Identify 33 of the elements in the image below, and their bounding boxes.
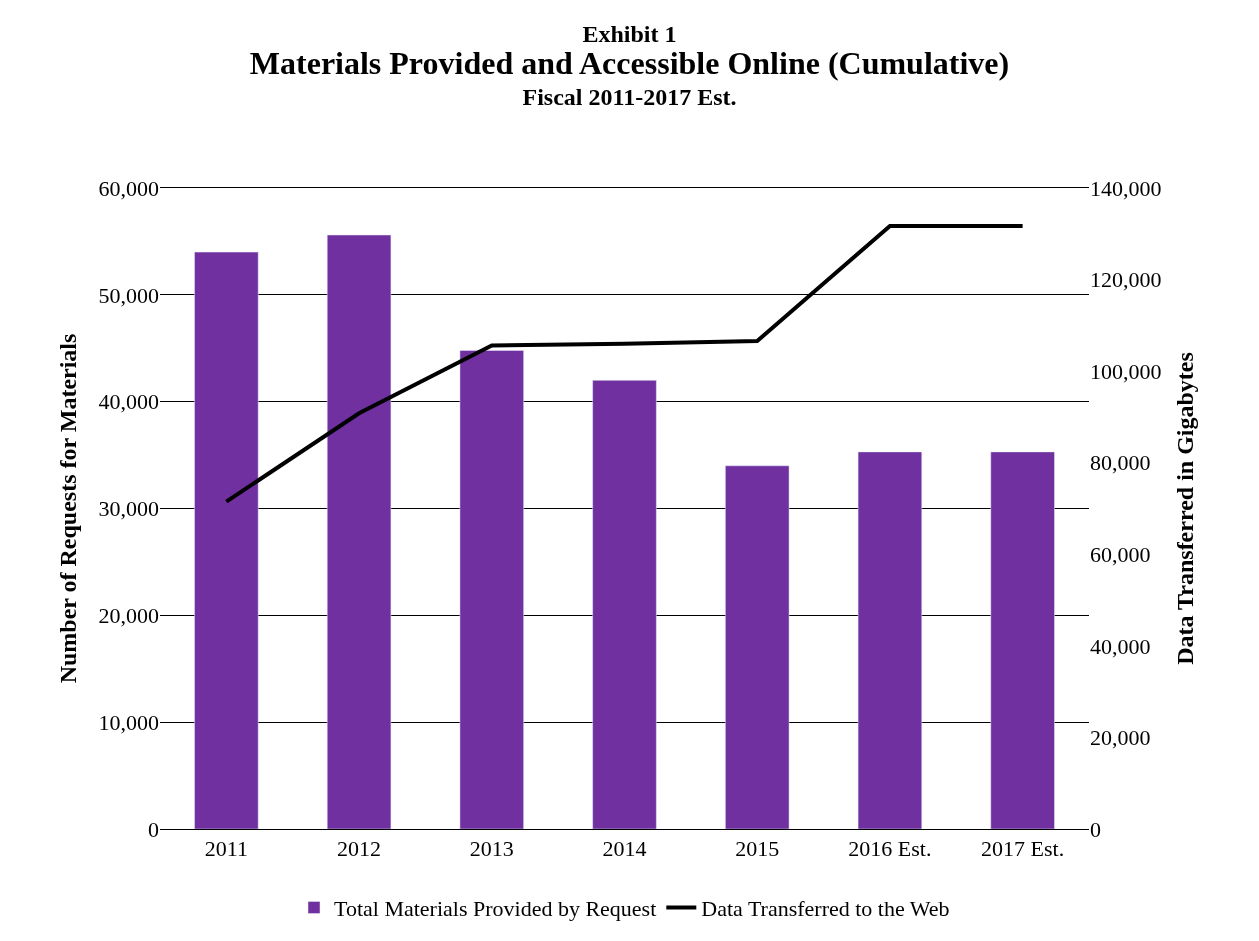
y-tick-label: 40,000	[98, 389, 159, 415]
bar	[459, 350, 524, 829]
y2-tick-label: 20,000	[1090, 725, 1151, 751]
y-tick-label: 0	[148, 816, 159, 842]
x-tick-label: 2015	[735, 836, 780, 862]
legend-label: Total Materials Provided by Request	[334, 896, 657, 922]
y2-tick-label: 80,000	[1090, 450, 1151, 476]
y2-tick-label: 60,000	[1090, 541, 1151, 567]
bar	[592, 380, 657, 829]
y-axis-title: Number of Requests for Materials	[54, 333, 81, 684]
y-tick-label: 10,000	[98, 709, 159, 735]
bar	[725, 465, 790, 829]
y2-tick-label: 40,000	[1090, 633, 1151, 659]
bar	[194, 251, 259, 829]
bar	[857, 451, 923, 829]
bar	[990, 451, 1055, 829]
legend-label: Data Transferred to the Web	[701, 896, 950, 922]
y-tick-label: 20,000	[98, 603, 159, 629]
y2-tick-label: 0	[1090, 816, 1101, 842]
y-tick-label: 50,000	[98, 282, 159, 308]
y2-tick-label: 140,000	[1090, 175, 1162, 201]
x-tick-label: 2013	[469, 836, 514, 862]
y-tick-label: 60,000	[98, 175, 159, 201]
y2-axis-title: Data Transferred in Gigabytes	[1171, 352, 1198, 665]
bar	[326, 234, 392, 829]
x-tick-label: 2017 Est.	[981, 836, 1065, 862]
y2-tick-label: 120,000	[1090, 267, 1162, 293]
y2-tick-label: 100,000	[1090, 358, 1162, 384]
x-tick-label: 2011	[204, 836, 248, 862]
y-tick-label: 30,000	[98, 496, 159, 522]
x-tick-label: 2016 Est.	[848, 836, 932, 862]
x-tick-label: 2012	[337, 836, 382, 862]
x-tick-label: 2014	[602, 836, 647, 862]
